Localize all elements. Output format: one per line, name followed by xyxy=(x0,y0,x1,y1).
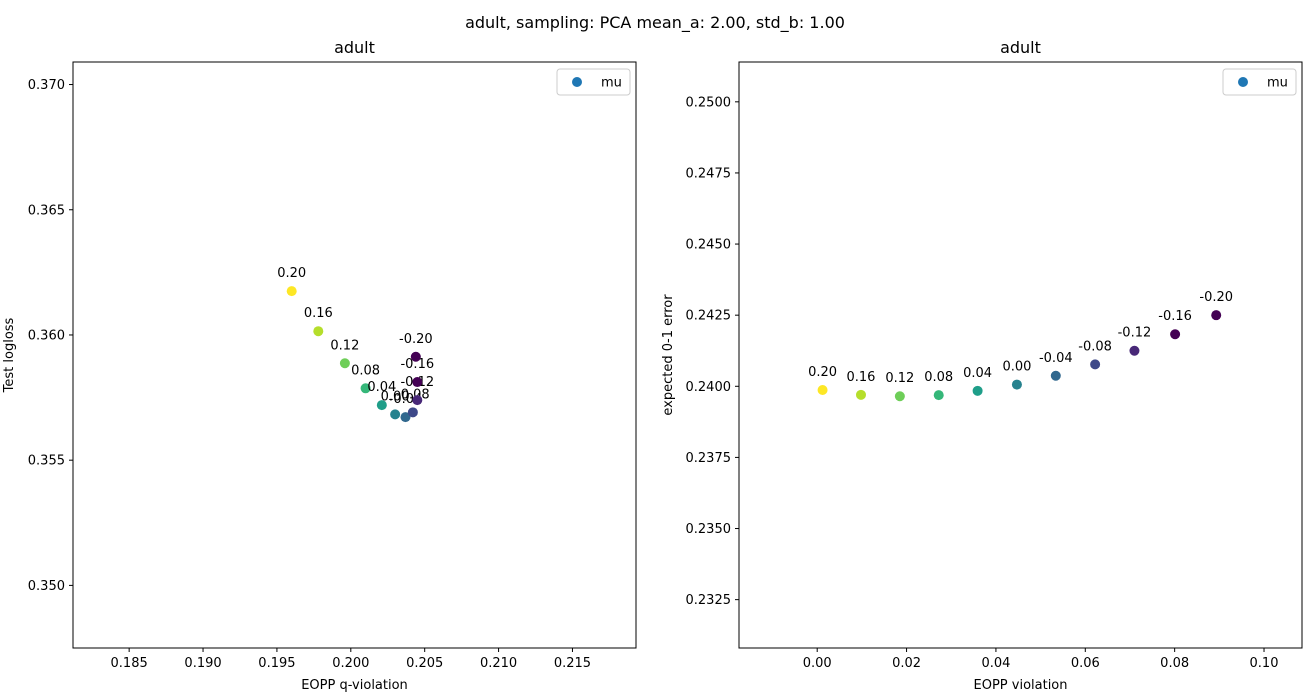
right-chart-point-label: -0.08 xyxy=(1078,339,1112,354)
left-chart-point-label: -0.16 xyxy=(400,357,434,372)
left-chart-point-label: 0.08 xyxy=(351,363,380,378)
left-chart-point xyxy=(376,400,387,411)
left-chart-ytick-label: 0.355 xyxy=(28,454,65,469)
right-chart-legend-label: mu xyxy=(1267,76,1288,91)
right-chart-point-label: 0.20 xyxy=(808,365,837,380)
left-chart-point xyxy=(339,358,350,369)
left-chart-xtick-label: 0.190 xyxy=(184,656,221,671)
right-chart-point xyxy=(817,384,828,395)
left-chart-point xyxy=(360,383,371,394)
right-chart-point xyxy=(1170,329,1181,340)
left-chart-legend-marker xyxy=(572,77,582,87)
right-chart-point-label: 0.16 xyxy=(847,370,876,385)
right-chart-ytick-label: 0.2450 xyxy=(686,238,732,253)
right-chart-point-label: 0.04 xyxy=(963,366,992,381)
right-chart-xtick-label: 0.10 xyxy=(1250,656,1279,671)
left-chart-xtick-label: 0.205 xyxy=(406,656,443,671)
left-chart-legend xyxy=(556,68,631,96)
left-chart-ytick-label: 0.365 xyxy=(28,203,65,218)
right-chart-point xyxy=(855,389,866,400)
left-chart-ylabel: Test logloss xyxy=(2,317,17,393)
left-chart-point xyxy=(390,409,401,420)
left-chart-xtick-label: 0.200 xyxy=(332,656,369,671)
figure-suptitle: adult, sampling: PCA mean_a: 2.00, std_b… xyxy=(465,13,845,33)
left-chart-point-label: 0.04 xyxy=(367,380,396,395)
left-chart-point xyxy=(410,351,421,362)
left-chart-legend-label: mu xyxy=(601,76,622,91)
right-chart-ytick-label: 0.2375 xyxy=(686,451,732,466)
right-chart-point xyxy=(933,390,944,401)
right-chart-legend xyxy=(1222,68,1297,96)
left-chart-point-label: 0.00 xyxy=(381,389,410,404)
left-chart-xtick-label: 0.185 xyxy=(111,656,148,671)
right-chart-axes: adult 0.00 0.02 0.04 0.06 0.08 0.10 0.2325 0.235… xyxy=(661,38,1303,693)
left-chart-title: adult xyxy=(334,38,375,57)
left-chart-ytick-label: 0.360 xyxy=(28,328,65,343)
right-chart-ytick-label: 0.2400 xyxy=(686,380,732,395)
left-chart-point xyxy=(407,407,418,418)
right-chart-xtick-label: 0.08 xyxy=(1160,656,1189,671)
right-chart-frame xyxy=(738,61,1303,649)
right-chart-point xyxy=(1129,345,1140,356)
right-chart-point-label: -0.04 xyxy=(1039,351,1073,366)
right-chart-ytick-label: 0.2325 xyxy=(686,593,732,608)
right-chart-point-label: 0.12 xyxy=(885,371,914,386)
left-chart-point xyxy=(412,377,423,388)
right-chart-point-label: 0.00 xyxy=(1002,360,1031,375)
left-chart-point-label: 0.12 xyxy=(330,338,359,353)
right-chart-ytick-label: 0.2475 xyxy=(686,166,732,181)
right-chart-ytick-label: 0.2500 xyxy=(686,95,732,110)
left-chart-ytick-label: 0.350 xyxy=(28,579,65,594)
right-chart-title: adult xyxy=(1000,38,1041,57)
right-chart-xtick-label: 0.06 xyxy=(1071,656,1100,671)
right-chart-point xyxy=(1211,310,1222,321)
left-chart-point-label: -0.20 xyxy=(399,332,433,347)
right-chart-ylabel: expected 0-1 error xyxy=(661,294,676,416)
left-chart-xtick-label: 0.215 xyxy=(554,656,591,671)
left-chart-xlabel: EOPP q-violation xyxy=(301,678,408,693)
right-chart-point xyxy=(1090,359,1101,370)
right-chart-legend-marker xyxy=(1238,77,1248,87)
left-chart-xtick-label: 0.195 xyxy=(258,656,295,671)
right-chart-xtick-label: 0.00 xyxy=(803,656,832,671)
left-chart-ytick-label: 0.370 xyxy=(28,78,65,93)
left-chart-point xyxy=(313,326,324,337)
right-chart-point xyxy=(1050,370,1061,381)
left-chart-axes: adult 0.185 0.190 0.195 0.200 0.205 0.210 0.215… xyxy=(2,38,637,693)
right-chart-point-label: 0.08 xyxy=(924,370,953,385)
right-chart-ytick-label: 0.2350 xyxy=(686,522,732,537)
left-chart-point xyxy=(286,286,297,297)
right-chart-xtick-label: 0.04 xyxy=(981,656,1010,671)
right-chart-point xyxy=(894,391,905,402)
right-chart-point-label: -0.12 xyxy=(1118,326,1152,341)
left-chart-xtick-label: 0.210 xyxy=(480,656,517,671)
left-chart-point-label: 0.20 xyxy=(277,266,306,281)
right-chart-point xyxy=(972,385,983,396)
left-chart-point-label: 0.16 xyxy=(304,306,333,321)
right-chart-point-label: -0.16 xyxy=(1158,309,1192,324)
left-chart-frame xyxy=(72,61,637,649)
right-chart-xtick-label: 0.02 xyxy=(892,656,921,671)
right-chart-point xyxy=(1011,379,1022,390)
right-chart-xlabel: EOPP violation xyxy=(974,678,1068,693)
left-chart-point xyxy=(400,412,411,423)
right-chart-point-label: -0.20 xyxy=(1199,290,1233,305)
right-chart-ytick-label: 0.2425 xyxy=(686,309,732,324)
left-chart-point xyxy=(412,395,423,406)
